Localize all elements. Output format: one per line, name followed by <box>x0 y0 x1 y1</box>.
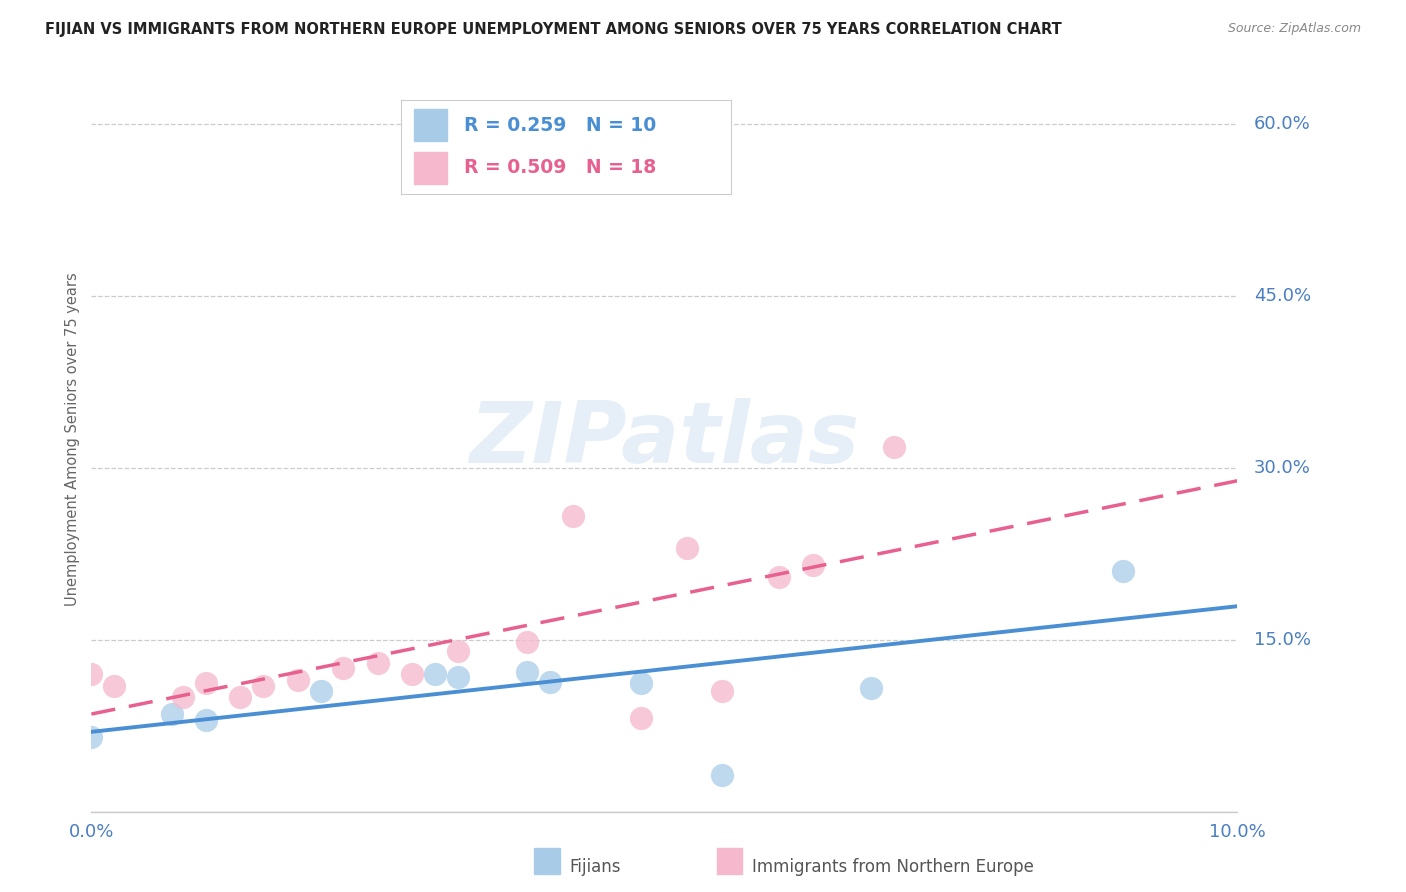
Point <box>194 713 217 727</box>
Text: Immigrants from Northern Europe: Immigrants from Northern Europe <box>752 858 1033 876</box>
Point <box>423 667 446 681</box>
Point <box>80 667 103 681</box>
Point <box>481 117 503 131</box>
Point <box>367 656 389 670</box>
Point <box>229 690 252 705</box>
Text: 60.0%: 60.0% <box>1254 115 1310 133</box>
Text: 45.0%: 45.0% <box>1254 287 1312 305</box>
Text: R = 0.509   N = 18: R = 0.509 N = 18 <box>464 158 655 177</box>
Text: ZIPatlas: ZIPatlas <box>470 398 859 481</box>
Bar <box>413 109 447 141</box>
Point <box>447 669 470 683</box>
Point <box>676 541 699 556</box>
Point <box>332 661 354 675</box>
Text: Fijians: Fijians <box>569 858 621 876</box>
Point <box>630 711 652 725</box>
Point <box>516 665 538 679</box>
Bar <box>413 153 447 184</box>
Text: FIJIAN VS IMMIGRANTS FROM NORTHERN EUROPE UNEMPLOYMENT AMONG SENIORS OVER 75 YEA: FIJIAN VS IMMIGRANTS FROM NORTHERN EUROP… <box>45 22 1062 37</box>
Point <box>768 570 790 584</box>
Y-axis label: Unemployment Among Seniors over 75 years: Unemployment Among Seniors over 75 years <box>65 272 80 607</box>
Point <box>561 509 583 524</box>
Point <box>194 676 217 690</box>
Text: 15.0%: 15.0% <box>1254 631 1312 648</box>
Point <box>103 679 125 693</box>
Point <box>160 707 183 722</box>
Point <box>630 676 652 690</box>
Point <box>401 667 423 681</box>
Point <box>172 690 194 705</box>
Point <box>516 635 538 649</box>
Point <box>801 558 824 573</box>
Point <box>538 675 561 690</box>
Text: R = 0.259   N = 10: R = 0.259 N = 10 <box>464 116 655 135</box>
Point <box>287 673 309 687</box>
Point <box>80 730 103 744</box>
Point <box>1111 564 1133 578</box>
Point <box>252 679 274 693</box>
Point <box>859 681 882 695</box>
Point <box>882 440 904 454</box>
Point <box>710 768 733 782</box>
Point <box>710 684 733 698</box>
Text: 30.0%: 30.0% <box>1254 459 1310 477</box>
Point <box>447 644 470 658</box>
Text: Source: ZipAtlas.com: Source: ZipAtlas.com <box>1227 22 1361 36</box>
Point <box>309 684 332 698</box>
